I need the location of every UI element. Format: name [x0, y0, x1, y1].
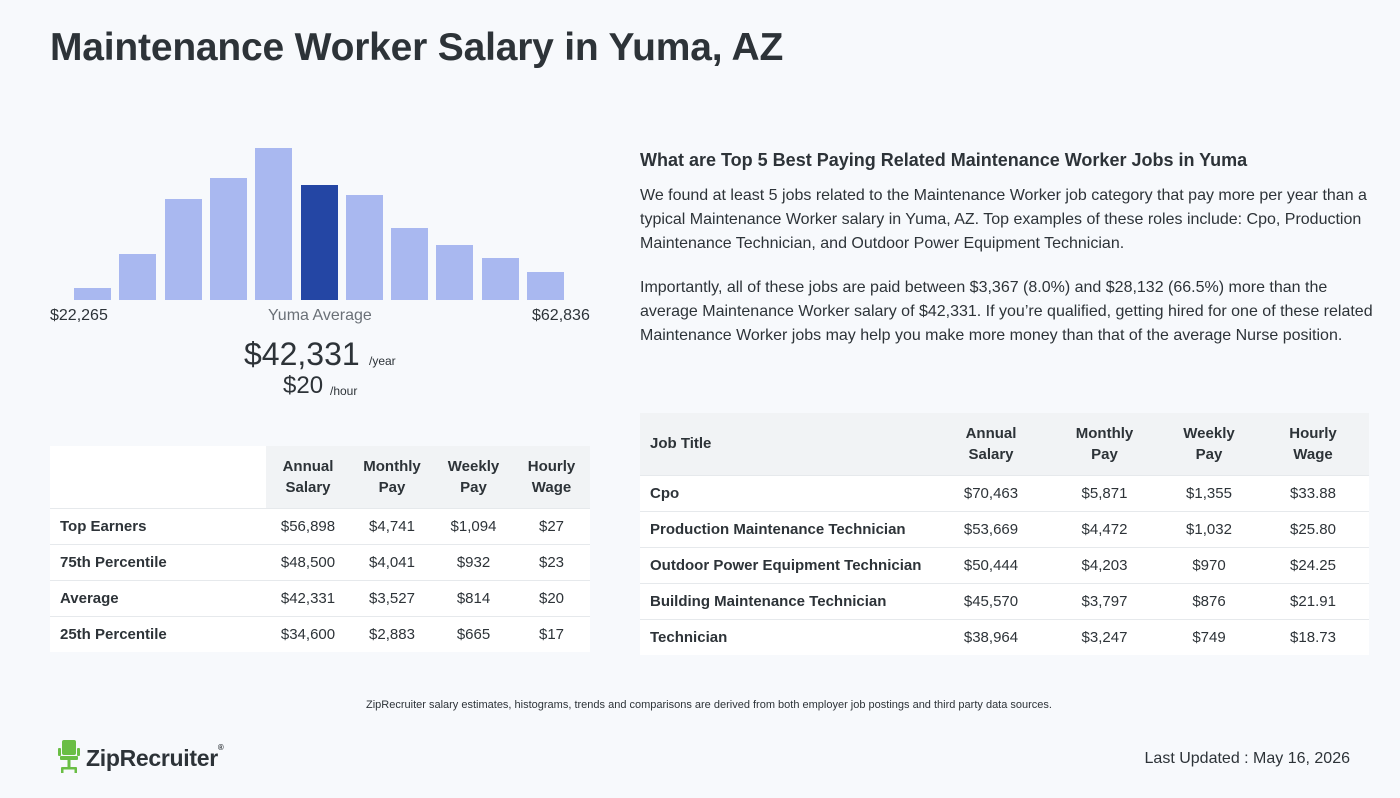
data-source-disclaimer: ZipRecruiter salary estimates, histogram… — [366, 699, 1052, 711]
row-label: 75th Percentile — [50, 543, 266, 580]
chair-icon — [58, 739, 80, 778]
monthly-cell: $4,741 — [350, 507, 434, 544]
annual-cell: $48,500 — [266, 543, 350, 580]
histogram-bar — [481, 258, 519, 300]
annual-cell: $34,600 — [266, 615, 350, 652]
blank-header-cell — [50, 446, 266, 508]
histogram-center-label: Yuma Average — [268, 307, 372, 324]
histogram-bar — [527, 272, 564, 300]
related-jobs-paragraph-2: Importantly, all of these jobs are paid … — [640, 279, 1373, 344]
hourly-cell: $27 — [513, 507, 590, 544]
job-title-cell: Production Maintenance Technician — [640, 510, 934, 547]
monthly-cell: $5,871 — [1048, 474, 1161, 511]
histogram-bar-highlighted — [300, 185, 338, 300]
annual-cell: $56,898 — [266, 507, 350, 544]
header-job-title: Job Title — [640, 413, 934, 475]
hourly-cell: $23 — [513, 543, 590, 580]
header-monthly-pay: Monthly Pay — [1048, 413, 1161, 475]
header-hourly-wage: Hourly Wage — [1257, 413, 1369, 475]
histogram-bar — [391, 228, 429, 300]
hourly-cell: $18.73 — [1257, 618, 1369, 655]
table-row: Average $42,331 $3,527 $814 $20 — [50, 579, 590, 616]
table-header-row: Job Title Annual Salary Monthly Pay Weekly… — [640, 413, 1369, 475]
monthly-cell: $4,203 — [1048, 546, 1161, 583]
row-label: 25th Percentile — [50, 615, 266, 652]
table-row: Technician $38,964 $3,247 $749 $18.73 — [640, 618, 1369, 655]
histogram-bar — [345, 195, 383, 300]
header-annual-salary: Annual Salary — [266, 446, 350, 508]
monthly-cell: $3,247 — [1048, 618, 1161, 655]
table-row: Top Earners $56,898 $4,741 $1,094 $27 — [50, 507, 590, 544]
page-title: Maintenance Worker Salary in Yuma, AZ — [50, 26, 784, 69]
histogram-max-label: $62,836 — [532, 307, 590, 324]
table-row: Outdoor Power Equipment Technician $50,4… — [640, 546, 1369, 583]
hourly-cell: $21.91 — [1257, 582, 1369, 619]
histogram-min-label: $22,265 — [50, 307, 108, 324]
related-jobs-heading: What are Top 5 Best Paying Related Maint… — [640, 150, 1248, 170]
weekly-cell: $814 — [434, 579, 513, 616]
annual-cell: $38,964 — [934, 618, 1048, 655]
annual-cell: $70,463 — [934, 474, 1048, 511]
job-title-cell: Outdoor Power Equipment Technician — [640, 546, 934, 583]
annual-cell: $42,331 — [266, 579, 350, 616]
annual-cell: $50,444 — [934, 546, 1048, 583]
monthly-cell: $3,797 — [1048, 582, 1161, 619]
weekly-cell: $970 — [1161, 546, 1257, 583]
annual-cell: $45,570 — [934, 582, 1048, 619]
row-label: Average — [50, 579, 266, 616]
logo-wordmark: ZipRecruiter® — [86, 742, 224, 771]
table-header-row: Annual Salary Monthly Pay Weekly Pay Hourly… — [50, 446, 590, 508]
header-annual-salary: Annual Salary — [934, 413, 1048, 475]
header-weekly-pay: Weekly Pay — [1161, 413, 1257, 475]
histogram-bar — [255, 148, 293, 300]
registered-mark: ® — [217, 742, 224, 752]
average-annual-salary: $42,331 — [244, 336, 360, 372]
annual-cell: $53,669 — [934, 510, 1048, 547]
monthly-cell: $4,041 — [350, 543, 434, 580]
monthly-cell: $2,883 — [350, 615, 434, 652]
hourly-cell: $17 — [513, 615, 590, 652]
monthly-cell: $3,527 — [350, 579, 434, 616]
annual-unit-label: /year — [369, 354, 396, 368]
table-row: Building Maintenance Technician $45,570 … — [640, 582, 1369, 619]
weekly-cell: $932 — [434, 543, 513, 580]
table-row: 75th Percentile $48,500 $4,041 $932 $23 — [50, 543, 590, 580]
histogram-bar — [119, 254, 157, 300]
ziprecruiter-logo[interactable]: ZipRecruiter® — [58, 739, 224, 778]
row-label: Top Earners — [50, 507, 266, 544]
weekly-cell: $665 — [434, 615, 513, 652]
job-title-cell: Technician — [640, 618, 934, 655]
hourly-cell: $25.80 — [1257, 510, 1369, 547]
table-row: 25th Percentile $34,600 $2,883 $665 $17 — [50, 615, 590, 652]
header-weekly-pay: Weekly Pay — [434, 446, 513, 508]
weekly-cell: $1,032 — [1161, 510, 1257, 547]
histogram-bar — [436, 245, 474, 300]
histogram-bar — [209, 178, 247, 300]
table-row: Cpo $70,463 $5,871 $1,355 $33.88 — [640, 474, 1369, 511]
hourly-cell: $20 — [513, 579, 590, 616]
weekly-cell: $749 — [1161, 618, 1257, 655]
monthly-cell: $4,472 — [1048, 510, 1161, 547]
hourly-unit-label: /hour — [330, 384, 358, 398]
table-row: Production Maintenance Technician $53,66… — [640, 510, 1369, 547]
job-title-cell: Cpo — [640, 474, 934, 511]
job-title-cell: Building Maintenance Technician — [640, 582, 934, 619]
percentile-salary-table: Annual Salary Monthly Pay Weekly Pay Hourly… — [50, 446, 590, 652]
average-hourly-wage: $20 — [283, 372, 324, 399]
histogram-bar — [74, 288, 111, 300]
histogram-bar — [164, 199, 202, 300]
weekly-cell: $1,355 — [1161, 474, 1257, 511]
last-updated-label: Last Updated : May 16, 2026 — [1144, 750, 1350, 767]
hourly-cell: $24.25 — [1257, 546, 1369, 583]
related-jobs-table: Job Title Annual Salary Monthly Pay Weekly… — [640, 413, 1369, 655]
related-jobs-paragraph-1: We found at least 5 jobs related to the … — [640, 187, 1367, 252]
header-hourly-wage: Hourly Wage — [513, 446, 590, 508]
weekly-cell: $1,094 — [434, 507, 513, 544]
header-monthly-pay: Monthly Pay — [350, 446, 434, 508]
weekly-cell: $876 — [1161, 582, 1257, 619]
salary-histogram — [74, 140, 574, 300]
hourly-cell: $33.88 — [1257, 474, 1369, 511]
